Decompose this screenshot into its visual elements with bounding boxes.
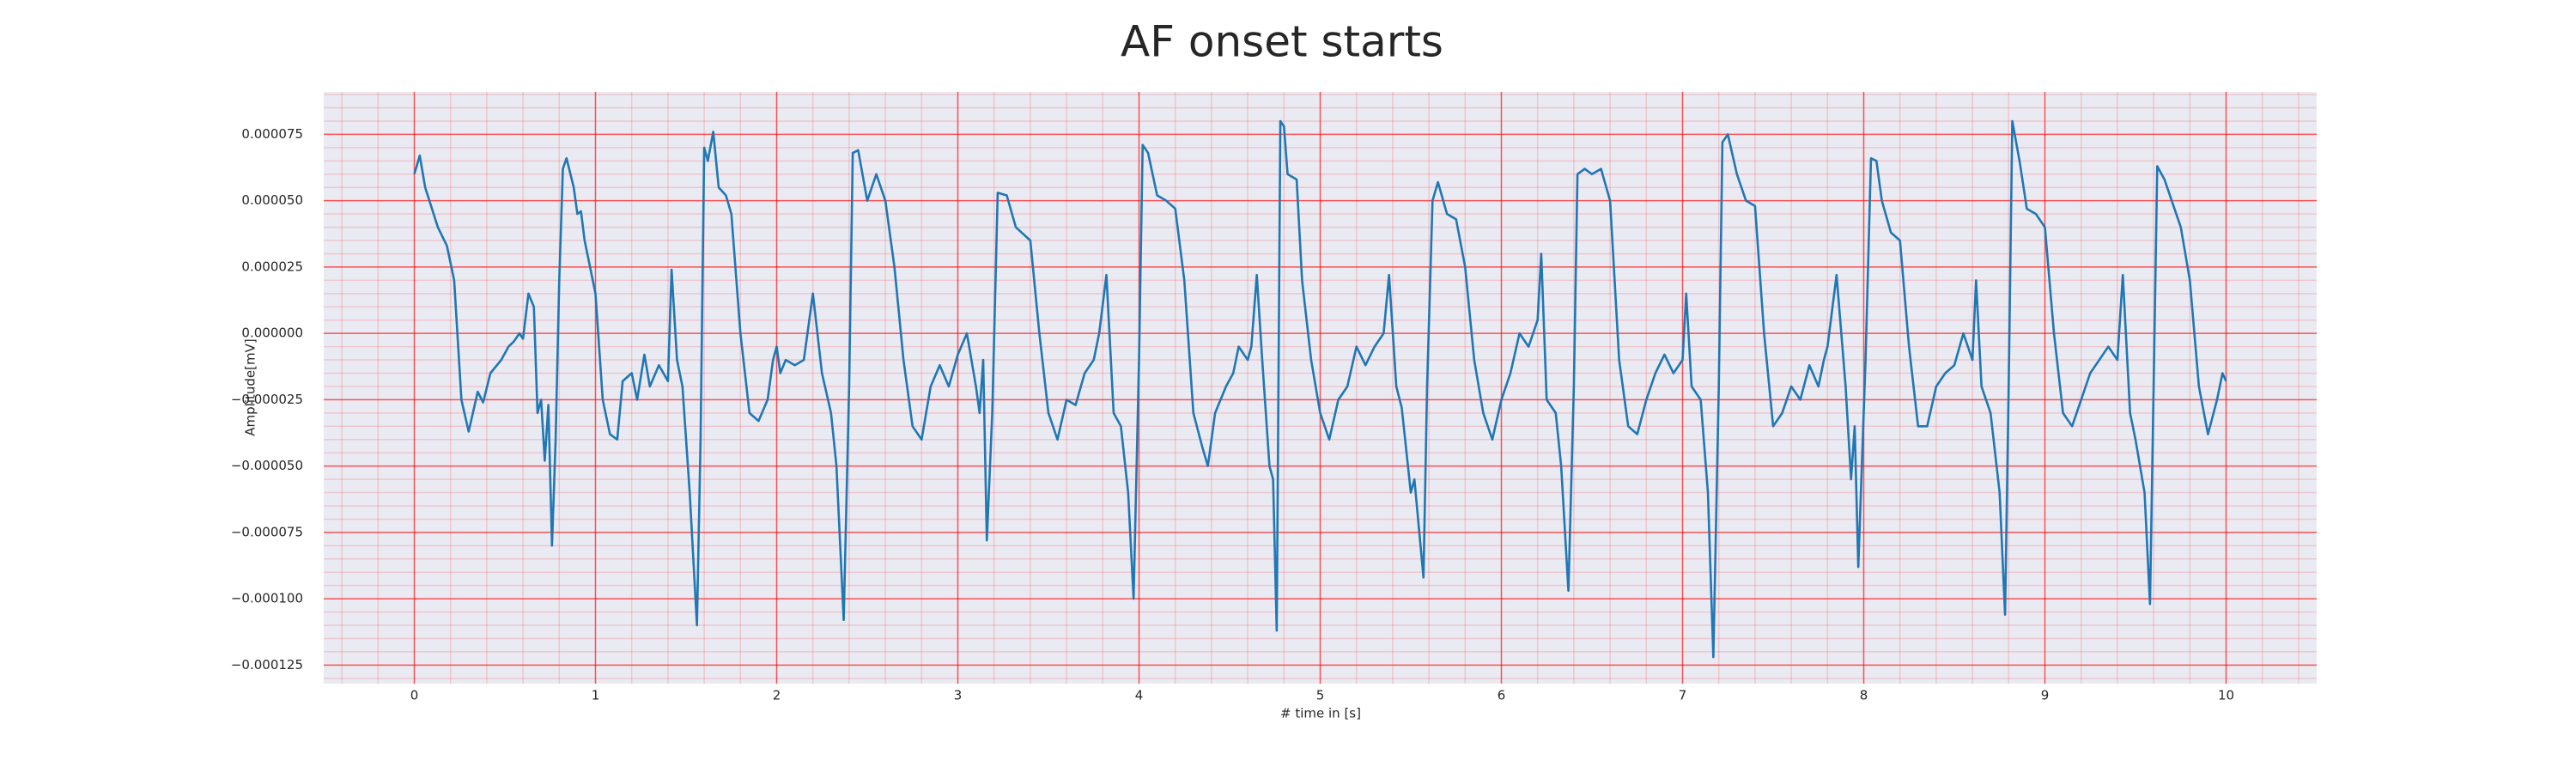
x-tick-label: 0	[410, 688, 419, 703]
x-tick-label: 4	[1135, 688, 1144, 703]
x-tick-label: 8	[1860, 688, 1868, 703]
y-tick-label: −0.000025	[231, 392, 303, 407]
y-axis-label: Amplitude[mV]	[243, 338, 258, 435]
x-tick-label: 5	[1316, 688, 1325, 703]
x-tick-label: 7	[1679, 688, 1687, 703]
y-tick-label: −0.000100	[231, 591, 303, 606]
y-tick-label: 0.000050	[241, 192, 303, 208]
marks	[413, 119, 2227, 659]
x-tick-label: 1	[592, 688, 600, 703]
x-axis-label: # time in [s]	[1280, 706, 1361, 721]
y-tick-label: −0.000075	[231, 524, 303, 539]
chart-title: AF onset starts	[1121, 17, 1443, 67]
y-tick-label: −0.000125	[231, 657, 303, 673]
data-line	[413, 119, 2227, 659]
x-tick-label: 2	[773, 688, 781, 703]
x-tick-label: 3	[954, 688, 963, 703]
x-tick-label: 10	[2218, 688, 2234, 703]
x-tick-label: 9	[2041, 688, 2050, 703]
x-tick-label: 6	[1498, 688, 1506, 703]
y-tick-label: 0.000025	[241, 259, 303, 274]
y-tick-label: 0.000075	[241, 126, 303, 142]
y-tick-label: 0.000000	[241, 326, 303, 341]
grid	[324, 92, 2317, 684]
y-tick-label: −0.000050	[231, 458, 303, 473]
